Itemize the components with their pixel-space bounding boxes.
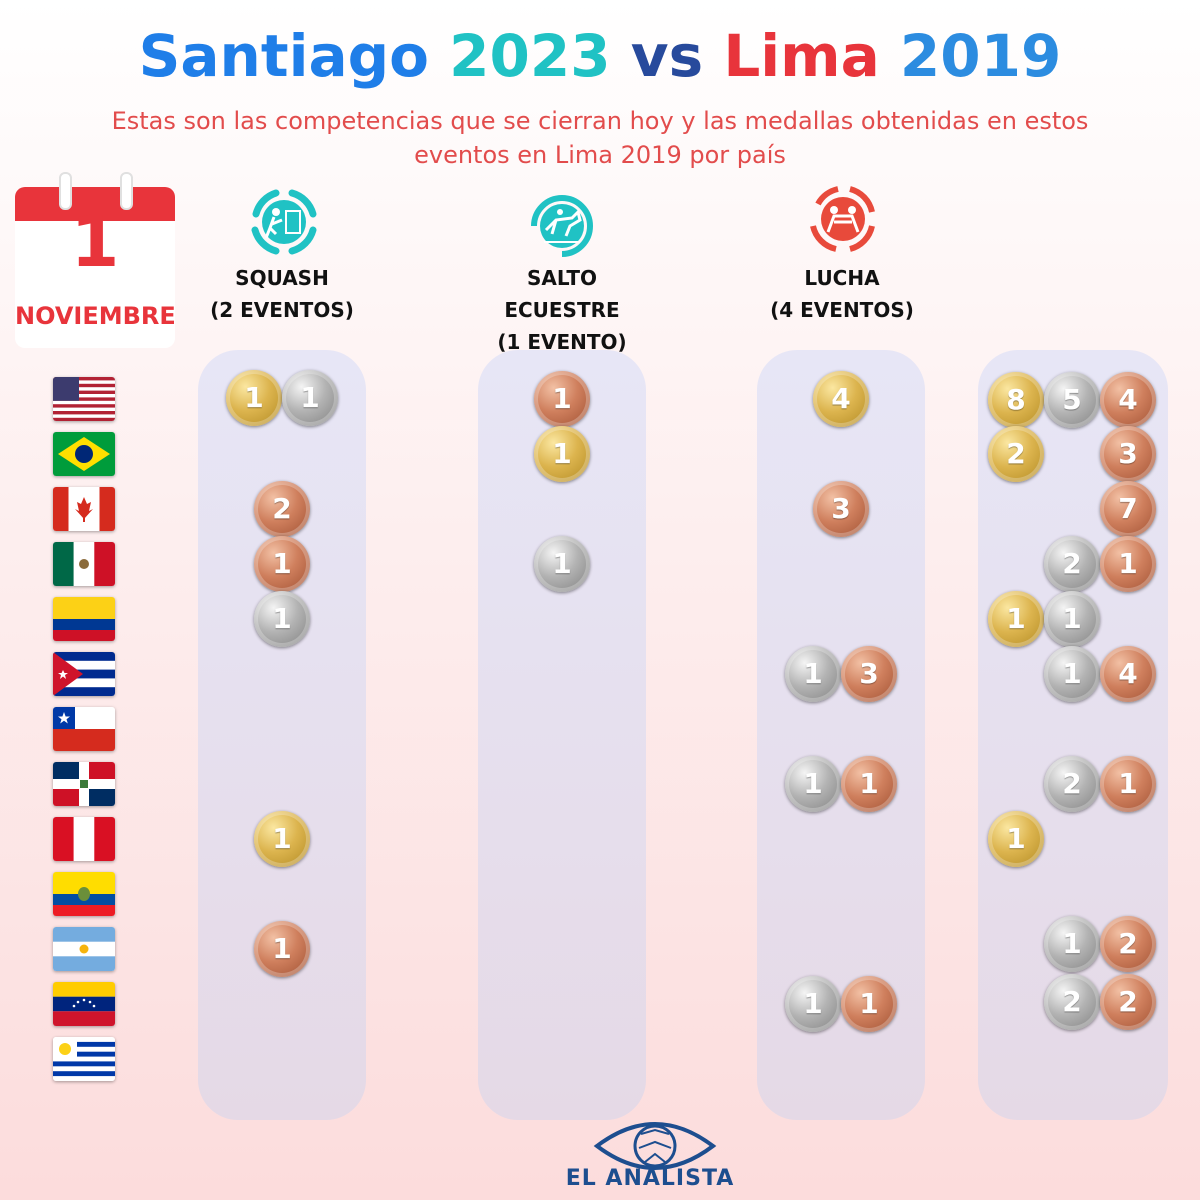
flag-peru — [53, 817, 115, 861]
medal-gold: 1 — [988, 811, 1044, 867]
medal-silver: 5 — [1044, 372, 1100, 428]
column-wrestling — [757, 350, 925, 1120]
calendar-body — [15, 221, 175, 348]
medal-bronze: 2 — [254, 481, 310, 537]
medal-bronze: 1 — [841, 756, 897, 812]
title-part-2023: 2023 — [449, 22, 631, 90]
flag-venezuela — [53, 982, 115, 1026]
medal-silver: 1 — [785, 646, 841, 702]
medal-bronze: 2 — [1100, 916, 1156, 972]
medal-gold: 8 — [988, 372, 1044, 428]
medal-bronze: 3 — [841, 646, 897, 702]
flag-mexico — [53, 542, 115, 586]
medal-gold: 1 — [988, 591, 1044, 647]
medal-bronze: 1 — [841, 976, 897, 1032]
equestrian-label-line2: ECUESTRE — [504, 298, 620, 322]
flag-ecuador — [53, 872, 115, 916]
medal-silver: 1 — [534, 536, 590, 592]
title-part-santiago: Santiago — [138, 22, 450, 90]
squash-label-line1: SQUASH — [235, 266, 329, 290]
calendar-header — [15, 187, 175, 221]
medal-bronze: 1 — [254, 536, 310, 592]
el-analista-logo-icon — [593, 1122, 717, 1170]
wrestling-icon — [810, 186, 875, 252]
medal-silver: 1 — [1044, 591, 1100, 647]
medal-bronze: 7 — [1100, 481, 1156, 537]
medal-silver: 1 — [1044, 916, 1100, 972]
medal-silver: 1 — [254, 591, 310, 647]
flag-chile — [53, 707, 115, 751]
medal-bronze: 4 — [1100, 646, 1156, 702]
subtitle: Estas son las competencias que se cierra… — [111, 107, 1089, 169]
medal-bronze: 4 — [1100, 372, 1156, 428]
medal-silver: 2 — [1044, 756, 1100, 812]
calendar-ring-right — [120, 172, 133, 210]
medal-gold: 4 — [813, 371, 869, 427]
medal-gold: 2 — [988, 426, 1044, 482]
title-part-vs: vs — [630, 22, 724, 90]
medal-silver: 1 — [785, 756, 841, 812]
medal-bronze: 1 — [1100, 536, 1156, 592]
medal-gold: 1 — [254, 811, 310, 867]
medal-bronze: 3 — [1100, 426, 1156, 482]
flag-cuba — [53, 652, 115, 696]
flag-argentina — [53, 927, 115, 971]
title-part-lima: Lima — [723, 22, 900, 90]
calendar-icon: 1 NOVIEMBRE — [15, 172, 176, 348]
flag-dominican-republic — [53, 762, 115, 806]
equestrian-jumping-icon — [531, 195, 593, 257]
medal-silver: 2 — [1044, 974, 1100, 1030]
medal-gold: 1 — [226, 370, 282, 426]
medal-bronze: 1 — [1100, 756, 1156, 812]
wrestling-label-line2: (4 EVENTOS) — [770, 298, 914, 322]
flag-colombia — [53, 597, 115, 641]
logo-text: EL ANALISTA — [565, 1166, 735, 1191]
equestrian-label-line1: SALTO — [527, 266, 597, 290]
flag-uruguay — [53, 1037, 115, 1081]
column-squash — [198, 350, 366, 1120]
medal-bronze: 2 — [1100, 974, 1156, 1030]
flag-canada — [53, 487, 115, 531]
medal-silver: 2 — [1044, 536, 1100, 592]
sport-label-squash: SQUASH (2 EVENTOS) — [182, 262, 382, 326]
medal-bronze: 1 — [534, 371, 590, 427]
flag-usa — [53, 377, 115, 421]
title-part-2019: 2019 — [899, 22, 1062, 90]
calendar-day: 1 — [70, 201, 120, 283]
page-title: Santiago 2023 vs Lima 2019 — [0, 22, 1200, 90]
flag-brazil — [53, 432, 115, 476]
sport-label-equestrian: SALTO ECUESTRE (1 EVENTO) — [462, 262, 662, 358]
medal-silver: 1 — [785, 976, 841, 1032]
medal-gold: 1 — [534, 426, 590, 482]
wrestling-label-line1: LUCHA — [804, 266, 880, 290]
sport-label-wrestling: LUCHA (4 EVENTOS) — [742, 262, 942, 326]
medal-silver: 1 — [1044, 646, 1100, 702]
calendar-ring-left — [59, 172, 72, 210]
medal-bronze: 3 — [813, 481, 869, 537]
medal-bronze: 1 — [254, 921, 310, 977]
squash-label-line2: (2 EVENTOS) — [210, 298, 354, 322]
squash-icon — [251, 189, 317, 255]
calendar-month: NOVIEMBRE — [15, 302, 176, 330]
medal-silver: 1 — [282, 370, 338, 426]
